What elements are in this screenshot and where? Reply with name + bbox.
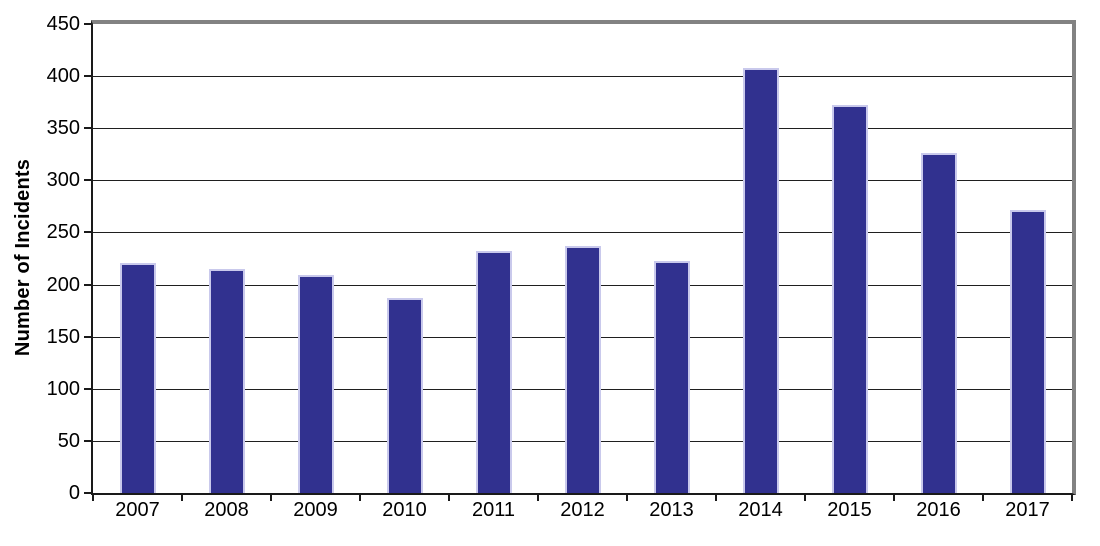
bar-slot-2016 [894, 24, 983, 493]
y-tick-label-300: 300 [46, 169, 80, 192]
x-tick-label-2014: 2014 [738, 499, 783, 521]
bar-2013 [653, 260, 690, 493]
gridline-y-350 [93, 128, 1072, 130]
x-axis-tick [181, 495, 183, 501]
gridline-y-250 [93, 232, 1072, 234]
bar-slot-2011 [449, 24, 538, 493]
bar-2014 [742, 67, 779, 493]
bar-2010 [386, 298, 423, 493]
x-axis-tick-labels: 2007 2008 2009 2010 2011 2012 2013 2014 2015 2016… [93, 499, 1072, 522]
x-tick-label-2010: 2010 [382, 499, 427, 521]
x-axis-tick [804, 495, 806, 501]
gridline-y-300 [93, 180, 1072, 182]
plot-area [84, 20, 1076, 501]
x-axis-tick [626, 495, 628, 501]
x-tick-label-2008: 2008 [204, 499, 249, 521]
x-tick-label-2013: 2013 [649, 499, 694, 521]
bar-slot-2010 [360, 24, 449, 493]
y-axis-tick [84, 439, 91, 442]
y-tick-label-0: 0 [68, 482, 80, 504]
y-axis-tick [84, 231, 91, 234]
y-axis-tick [84, 179, 91, 182]
y-tick-label-400: 400 [46, 65, 80, 88]
y-tick-label-150: 150 [46, 325, 80, 348]
bar-slot-2017 [983, 24, 1072, 493]
x-axis-tick [92, 495, 94, 501]
y-axis-tick [84, 75, 91, 78]
bar-2016 [920, 153, 957, 493]
bar-slot-2012 [538, 24, 627, 493]
x-tick-label-2016: 2016 [916, 499, 961, 521]
bar-2017 [1009, 209, 1046, 493]
y-axis-tick-labels: 0 50 100 150 200 250 300 350 400 450 [0, 13, 80, 504]
x-axis-tick [270, 495, 272, 501]
y-tick-label-200: 200 [46, 273, 80, 296]
bar-2011 [475, 251, 512, 493]
y-axis-tick [84, 127, 91, 130]
y-tick-label-450: 450 [46, 13, 80, 35]
y-tick-label-250: 250 [46, 221, 80, 244]
y-axis-tick [84, 283, 91, 286]
bar-2015 [831, 105, 868, 493]
bar-2012 [564, 246, 601, 493]
gridline-y-400 [93, 76, 1072, 78]
x-tick-label-2015: 2015 [827, 499, 872, 521]
x-axis-tick [359, 495, 361, 501]
y-tick-label-100: 100 [46, 377, 80, 400]
bar-2008 [208, 268, 245, 493]
x-tick-label-2017: 2017 [1005, 499, 1050, 521]
x-axis-tick [448, 495, 450, 501]
bar-2009 [297, 275, 334, 493]
bar-slot-2008 [182, 24, 271, 493]
x-axis-tick [1071, 495, 1073, 501]
x-axis-tick [981, 495, 984, 501]
y-axis-tick [84, 492, 91, 494]
bar-slot-2014 [716, 24, 805, 493]
y-axis-tick [84, 335, 91, 338]
x-axis-tick [536, 495, 539, 501]
y-tick-label-350: 350 [46, 117, 80, 140]
x-axis-tick [893, 495, 895, 501]
bar-slot-2007 [93, 24, 182, 493]
x-tick-label-2012: 2012 [560, 499, 605, 521]
bar-slot-2009 [271, 24, 360, 493]
y-axis-tick [84, 23, 91, 25]
bar-2007 [119, 262, 156, 493]
bar-slot-2015 [805, 24, 894, 493]
y-axis-tick [84, 387, 91, 390]
x-axis-tick [715, 495, 717, 501]
bars-group [93, 24, 1072, 493]
plot-inner [84, 23, 1073, 501]
bar-slot-2013 [627, 24, 716, 493]
x-tick-label-2009: 2009 [293, 499, 338, 521]
y-tick-label-50: 50 [57, 429, 80, 452]
x-tick-label-2011: 2011 [471, 499, 515, 521]
x-tick-label-2007: 2007 [115, 499, 160, 521]
